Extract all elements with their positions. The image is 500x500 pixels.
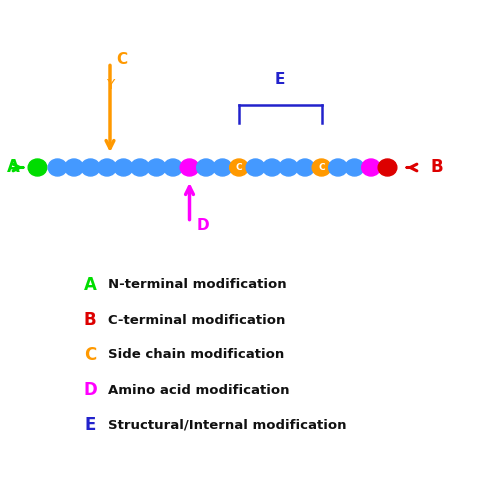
Ellipse shape — [296, 159, 314, 176]
Ellipse shape — [362, 159, 380, 176]
Text: C: C — [318, 163, 325, 172]
Ellipse shape — [328, 159, 347, 176]
Text: A: A — [6, 158, 20, 176]
Ellipse shape — [130, 159, 150, 176]
Text: Y: Y — [106, 78, 114, 92]
Ellipse shape — [64, 159, 84, 176]
Text: C-terminal modification: C-terminal modification — [108, 314, 285, 326]
Text: C: C — [84, 346, 96, 364]
Text: C: C — [236, 163, 242, 172]
Text: D: D — [197, 218, 209, 234]
Ellipse shape — [98, 159, 116, 176]
Ellipse shape — [345, 159, 364, 176]
Ellipse shape — [180, 159, 199, 176]
Text: A: A — [84, 276, 96, 294]
Text: Structural/Internal modification: Structural/Internal modification — [108, 418, 346, 432]
Ellipse shape — [230, 159, 248, 176]
Ellipse shape — [28, 159, 47, 176]
Text: C: C — [116, 52, 128, 68]
Ellipse shape — [81, 159, 100, 176]
Ellipse shape — [213, 159, 232, 176]
Text: Amino acid modification: Amino acid modification — [108, 384, 289, 396]
Ellipse shape — [312, 159, 331, 176]
Ellipse shape — [164, 159, 182, 176]
Text: E: E — [275, 72, 285, 88]
Text: E: E — [84, 416, 96, 434]
Ellipse shape — [196, 159, 216, 176]
Ellipse shape — [279, 159, 298, 176]
Text: Side chain modification: Side chain modification — [108, 348, 284, 362]
Ellipse shape — [114, 159, 133, 176]
Ellipse shape — [262, 159, 281, 176]
Ellipse shape — [246, 159, 265, 176]
Text: D: D — [83, 381, 97, 399]
Text: B: B — [431, 158, 444, 176]
Ellipse shape — [48, 159, 67, 176]
Text: N-terminal modification: N-terminal modification — [108, 278, 286, 291]
Ellipse shape — [378, 159, 397, 176]
Ellipse shape — [147, 159, 166, 176]
Text: B: B — [84, 311, 96, 329]
